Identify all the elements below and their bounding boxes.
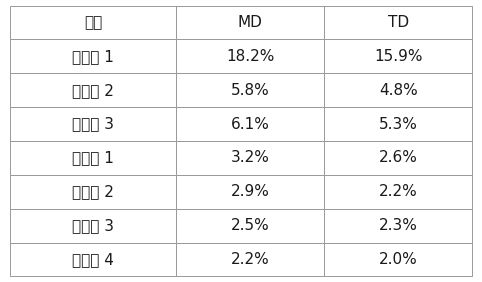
Bar: [324, 141, 472, 175]
Bar: [10, 107, 176, 141]
Text: 比较例 1: 比较例 1: [72, 49, 114, 64]
Text: 5.8%: 5.8%: [231, 83, 269, 98]
Text: 实施例 3: 实施例 3: [72, 218, 114, 233]
Text: 6.1%: 6.1%: [231, 116, 270, 132]
Bar: [176, 209, 324, 243]
Bar: [10, 141, 176, 175]
Text: TD: TD: [388, 15, 409, 30]
Text: 实施例 4: 实施例 4: [72, 252, 114, 267]
Text: 2.6%: 2.6%: [379, 150, 418, 166]
Text: 4.8%: 4.8%: [379, 83, 418, 98]
Text: 2.2%: 2.2%: [379, 184, 418, 199]
Text: 5.3%: 5.3%: [379, 116, 418, 132]
Text: 比较例 2: 比较例 2: [72, 83, 114, 98]
Bar: [324, 209, 472, 243]
Bar: [176, 39, 324, 73]
Text: MD: MD: [238, 15, 263, 30]
Bar: [176, 73, 324, 107]
Bar: [324, 39, 472, 73]
Text: 15.9%: 15.9%: [374, 49, 423, 64]
Text: 实施例 1: 实施例 1: [72, 150, 114, 166]
Text: 2.5%: 2.5%: [231, 218, 269, 233]
Bar: [10, 175, 176, 209]
Bar: [324, 73, 472, 107]
Bar: [324, 243, 472, 276]
Text: 18.2%: 18.2%: [226, 49, 274, 64]
Bar: [10, 6, 176, 39]
Bar: [10, 73, 176, 107]
Bar: [324, 175, 472, 209]
Text: 2.2%: 2.2%: [231, 252, 269, 267]
Bar: [176, 175, 324, 209]
Text: 2.0%: 2.0%: [379, 252, 418, 267]
Text: 3.2%: 3.2%: [231, 150, 270, 166]
Bar: [176, 141, 324, 175]
Text: 比较例 3: 比较例 3: [72, 116, 114, 132]
Bar: [324, 6, 472, 39]
Bar: [176, 243, 324, 276]
Text: 组别: 组别: [84, 15, 102, 30]
Text: 2.9%: 2.9%: [231, 184, 270, 199]
Bar: [10, 243, 176, 276]
Bar: [10, 39, 176, 73]
Bar: [176, 107, 324, 141]
Text: 2.3%: 2.3%: [379, 218, 418, 233]
Bar: [176, 6, 324, 39]
Bar: [10, 209, 176, 243]
Text: 实施例 2: 实施例 2: [72, 184, 114, 199]
Bar: [324, 107, 472, 141]
